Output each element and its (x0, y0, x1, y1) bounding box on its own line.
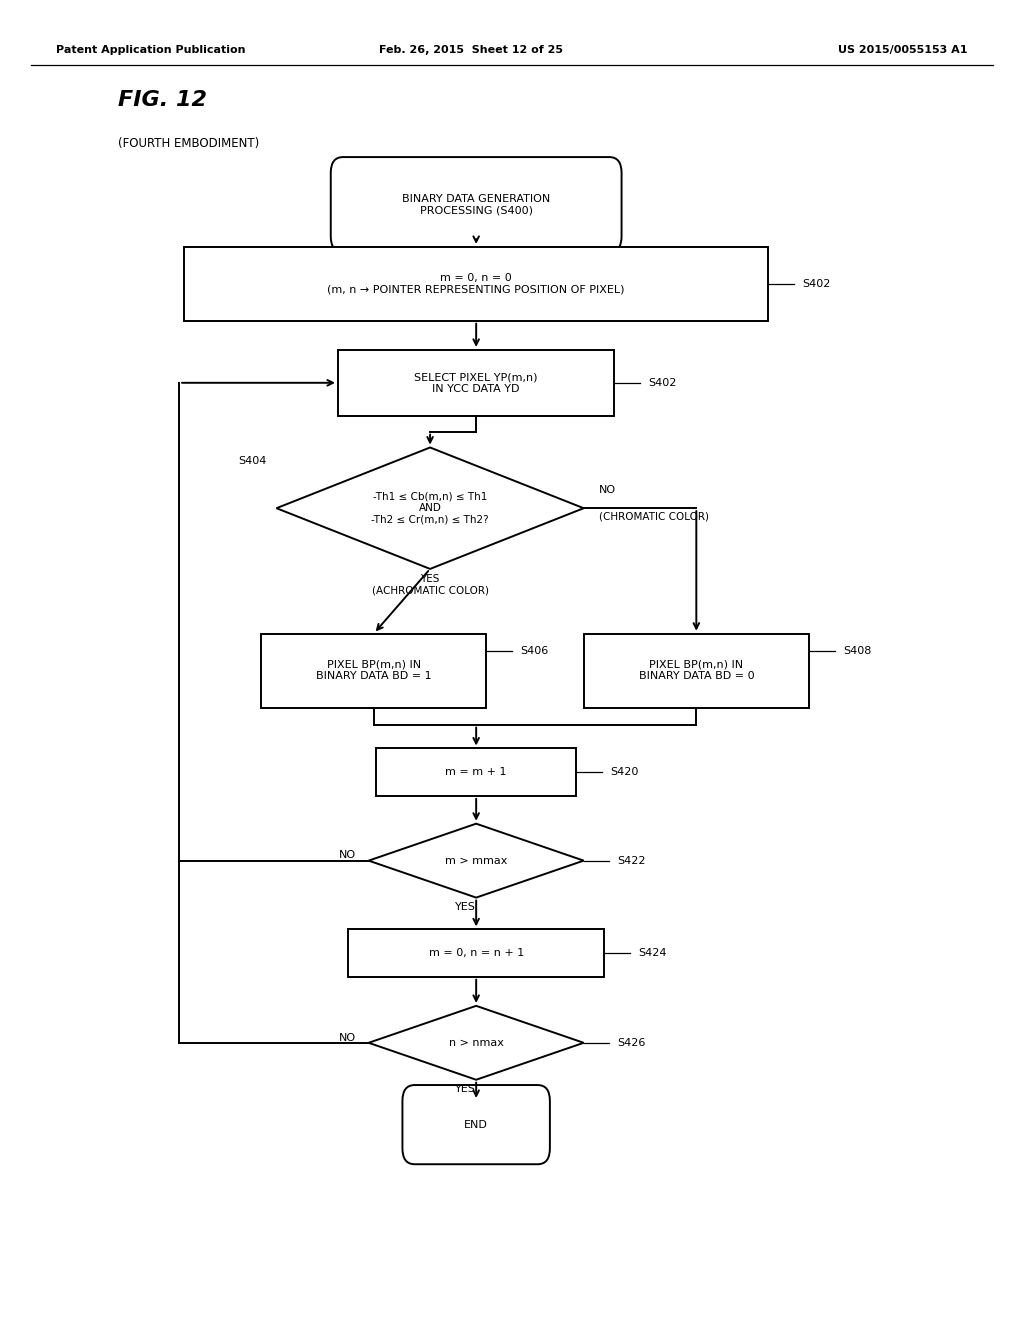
Text: PIXEL BP(m,n) IN
BINARY DATA BD = 1: PIXEL BP(m,n) IN BINARY DATA BD = 1 (316, 660, 431, 681)
Text: Feb. 26, 2015  Sheet 12 of 25: Feb. 26, 2015 Sheet 12 of 25 (379, 45, 563, 55)
Text: (FOURTH EMBODIMENT): (FOURTH EMBODIMENT) (118, 137, 259, 150)
Text: US 2015/0055153 A1: US 2015/0055153 A1 (839, 45, 968, 55)
Text: FIG. 12: FIG. 12 (118, 90, 207, 110)
Polygon shape (369, 1006, 584, 1080)
Polygon shape (369, 824, 584, 898)
Text: S420: S420 (610, 767, 638, 777)
Bar (261, 634, 486, 708)
Text: YES: YES (456, 902, 476, 912)
Text: NO: NO (339, 1032, 356, 1043)
Text: -Th1 ≤ Cb(m,n) ≤ Th1
AND
-Th2 ≤ Cr(m,n) ≤ Th2?: -Th1 ≤ Cb(m,n) ≤ Th1 AND -Th2 ≤ Cr(m,n) … (372, 491, 488, 525)
Polygon shape (276, 447, 584, 569)
Text: S426: S426 (617, 1038, 646, 1048)
Text: S422: S422 (617, 855, 646, 866)
Text: m = 0, n = n + 1: m = 0, n = n + 1 (428, 948, 524, 958)
Text: n > nmax: n > nmax (449, 1038, 504, 1048)
Text: m > mmax: m > mmax (445, 855, 507, 866)
Bar (338, 350, 614, 416)
Text: m = 0, n = 0
(m, n → POINTER REPRESENTING POSITION OF PIXEL): m = 0, n = 0 (m, n → POINTER REPRESENTIN… (328, 273, 625, 294)
Text: YES: YES (456, 1084, 476, 1094)
FancyBboxPatch shape (331, 157, 622, 252)
Text: S402: S402 (802, 279, 830, 289)
Text: YES
(ACHROMATIC COLOR): YES (ACHROMATIC COLOR) (372, 574, 488, 595)
Text: Patent Application Publication: Patent Application Publication (56, 45, 246, 55)
Text: S424: S424 (638, 948, 667, 958)
Text: NO: NO (339, 850, 356, 861)
Text: S404: S404 (238, 455, 266, 466)
Text: S406: S406 (520, 645, 549, 656)
Bar (377, 748, 575, 796)
Text: PIXEL BP(m,n) IN
BINARY DATA BD = 0: PIXEL BP(m,n) IN BINARY DATA BD = 0 (639, 660, 754, 681)
Bar (584, 634, 809, 708)
Bar (184, 247, 768, 321)
Bar (348, 929, 604, 977)
Text: S408: S408 (843, 645, 871, 656)
Text: S402: S402 (648, 378, 677, 388)
Text: m = m + 1: m = m + 1 (445, 767, 507, 777)
Text: NO: NO (599, 484, 616, 495)
FancyBboxPatch shape (402, 1085, 550, 1164)
Text: (CHROMATIC COLOR): (CHROMATIC COLOR) (599, 511, 709, 521)
Text: END: END (464, 1119, 488, 1130)
Text: BINARY DATA GENERATION
PROCESSING (S400): BINARY DATA GENERATION PROCESSING (S400) (402, 194, 550, 215)
Text: SELECT PIXEL YP(m,n)
IN YCC DATA YD: SELECT PIXEL YP(m,n) IN YCC DATA YD (415, 372, 538, 393)
